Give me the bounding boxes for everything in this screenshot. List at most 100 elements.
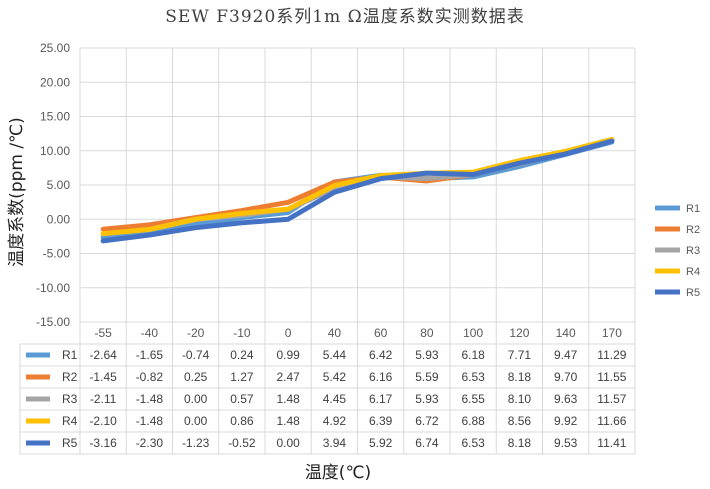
table-cell: -0.52	[228, 436, 256, 450]
y-tick-label: 0.00	[47, 212, 71, 226]
legend-label: R2	[686, 224, 700, 236]
table-cell: 11.55	[597, 370, 626, 384]
table-cell: 1.48	[276, 414, 300, 428]
table-cell: 11.57	[597, 392, 626, 406]
table-cell: 4.45	[323, 392, 347, 406]
category-label: 100	[463, 326, 483, 340]
table-cell: 0.86	[230, 414, 254, 428]
table-cell: -1.48	[136, 414, 164, 428]
y-tick-label: -15.00	[36, 315, 70, 329]
table-cell: 5.59	[415, 370, 439, 384]
y-tick-label: -10.00	[36, 281, 70, 295]
category-label: -40	[141, 326, 159, 340]
table-cell: 9.63	[554, 392, 578, 406]
series-lines	[100, 136, 615, 244]
category-label: 80	[420, 326, 434, 340]
legend-label: R4	[686, 266, 700, 278]
category-label: 40	[328, 326, 342, 340]
table-cell: -1.23	[182, 436, 210, 450]
table-cell: 2.47	[276, 370, 300, 384]
table-cell: -3.16	[89, 436, 117, 450]
table-cell: 1.27	[230, 370, 254, 384]
table-cell: 0.25	[184, 370, 208, 384]
series-line-r4	[100, 136, 615, 237]
data-table: -55 -40 -20 -10 0 40 60 80 100 120 140 170 R1 -2.64 -1…	[19, 326, 635, 455]
legend-label: R5	[686, 287, 700, 299]
table-cell: 3.94	[323, 436, 347, 450]
y-tick-label: 25.00	[40, 41, 70, 55]
table-cell: 5.93	[415, 392, 439, 406]
table-cell: 9.53	[554, 436, 578, 450]
table-cell: 0.99	[276, 348, 300, 362]
table-cell: 7.71	[508, 348, 532, 362]
y-tick-label: 20.00	[40, 75, 70, 89]
table-cell: 9.70	[554, 370, 578, 384]
x-axis-title: 温度(℃)	[305, 463, 371, 483]
table-cell: 5.44	[323, 348, 347, 362]
table-cell: 0.24	[230, 348, 254, 362]
series-line-r5	[100, 138, 615, 244]
table-cell: 8.56	[508, 414, 532, 428]
table-cell: -1.45	[89, 370, 117, 384]
table-cell: -1.65	[136, 348, 164, 362]
table-cell: -1.48	[136, 392, 164, 406]
table-cell: 0.00	[184, 414, 208, 428]
category-label: 140	[556, 326, 576, 340]
table-cell: 9.47	[554, 348, 578, 362]
table-cell: 8.18	[508, 436, 532, 450]
table-cell: 6.55	[461, 392, 485, 406]
table-cell: 6.88	[461, 414, 485, 428]
y-tick-label: 10.00	[40, 144, 70, 158]
category-label: 60	[374, 326, 388, 340]
category-label: -55	[94, 326, 112, 340]
table-cell: -0.74	[182, 348, 210, 362]
table-cell: -0.82	[136, 370, 164, 384]
table-cell: 1.48	[276, 392, 300, 406]
table-cell: 5.42	[323, 370, 347, 384]
table-series-name: R5	[62, 436, 78, 450]
table-cell: 6.16	[369, 370, 393, 384]
table-cell: 6.74	[415, 436, 439, 450]
table-cell: 4.92	[323, 414, 347, 428]
table-cell: 11.66	[597, 414, 626, 428]
table-series-name: R2	[62, 370, 78, 384]
table-cell: 9.92	[554, 414, 578, 428]
category-label: 120	[509, 326, 529, 340]
table-cell: 6.53	[461, 436, 485, 450]
table-cell: 0.57	[230, 392, 254, 406]
table-cell: 5.93	[415, 348, 439, 362]
table-series-name: R4	[62, 414, 78, 428]
table-cell: 11.29	[597, 348, 626, 362]
table-series-name: R3	[62, 392, 78, 406]
category-label: 0	[285, 326, 292, 340]
table-cell: -2.64	[89, 348, 117, 362]
category-label: 170	[602, 326, 622, 340]
table-cell: -2.11	[90, 392, 117, 406]
legend-label: R3	[686, 245, 700, 257]
y-axis-tick-labels: 25.00 20.00 15.00 10.00 5.00 0.00 -5.00 -10.00 -…	[36, 41, 70, 329]
table-cell: -2.10	[89, 414, 117, 428]
table-cell: -2.30	[136, 436, 164, 450]
table-cell: 0.00	[276, 436, 300, 450]
table-cell: 8.18	[508, 370, 532, 384]
table-cell: 0.00	[184, 392, 208, 406]
table-cell: 6.42	[369, 348, 393, 362]
chart-title: SEW F3920系列1m Ω温度系数实测数据表	[165, 7, 524, 27]
gridlines	[79, 47, 636, 454]
category-label: -20	[187, 326, 205, 340]
y-tick-label: 5.00	[47, 178, 71, 192]
category-label: -10	[233, 326, 251, 340]
table-cell: 11.41	[597, 436, 626, 450]
table-cell: 8.10	[508, 392, 532, 406]
table-cell: 6.72	[415, 414, 439, 428]
table-cell: 6.53	[461, 370, 485, 384]
table-series-name: R1	[62, 348, 78, 362]
y-tick-label: 15.00	[40, 110, 70, 124]
table-cell: 5.92	[369, 436, 393, 450]
y-tick-label: -5.00	[43, 247, 71, 261]
table-cell: 6.18	[461, 348, 485, 362]
legend: R1 R2 R3 R4 R5	[655, 203, 700, 299]
y-axis-title: 温度系数(ppm /℃)	[7, 117, 27, 267]
